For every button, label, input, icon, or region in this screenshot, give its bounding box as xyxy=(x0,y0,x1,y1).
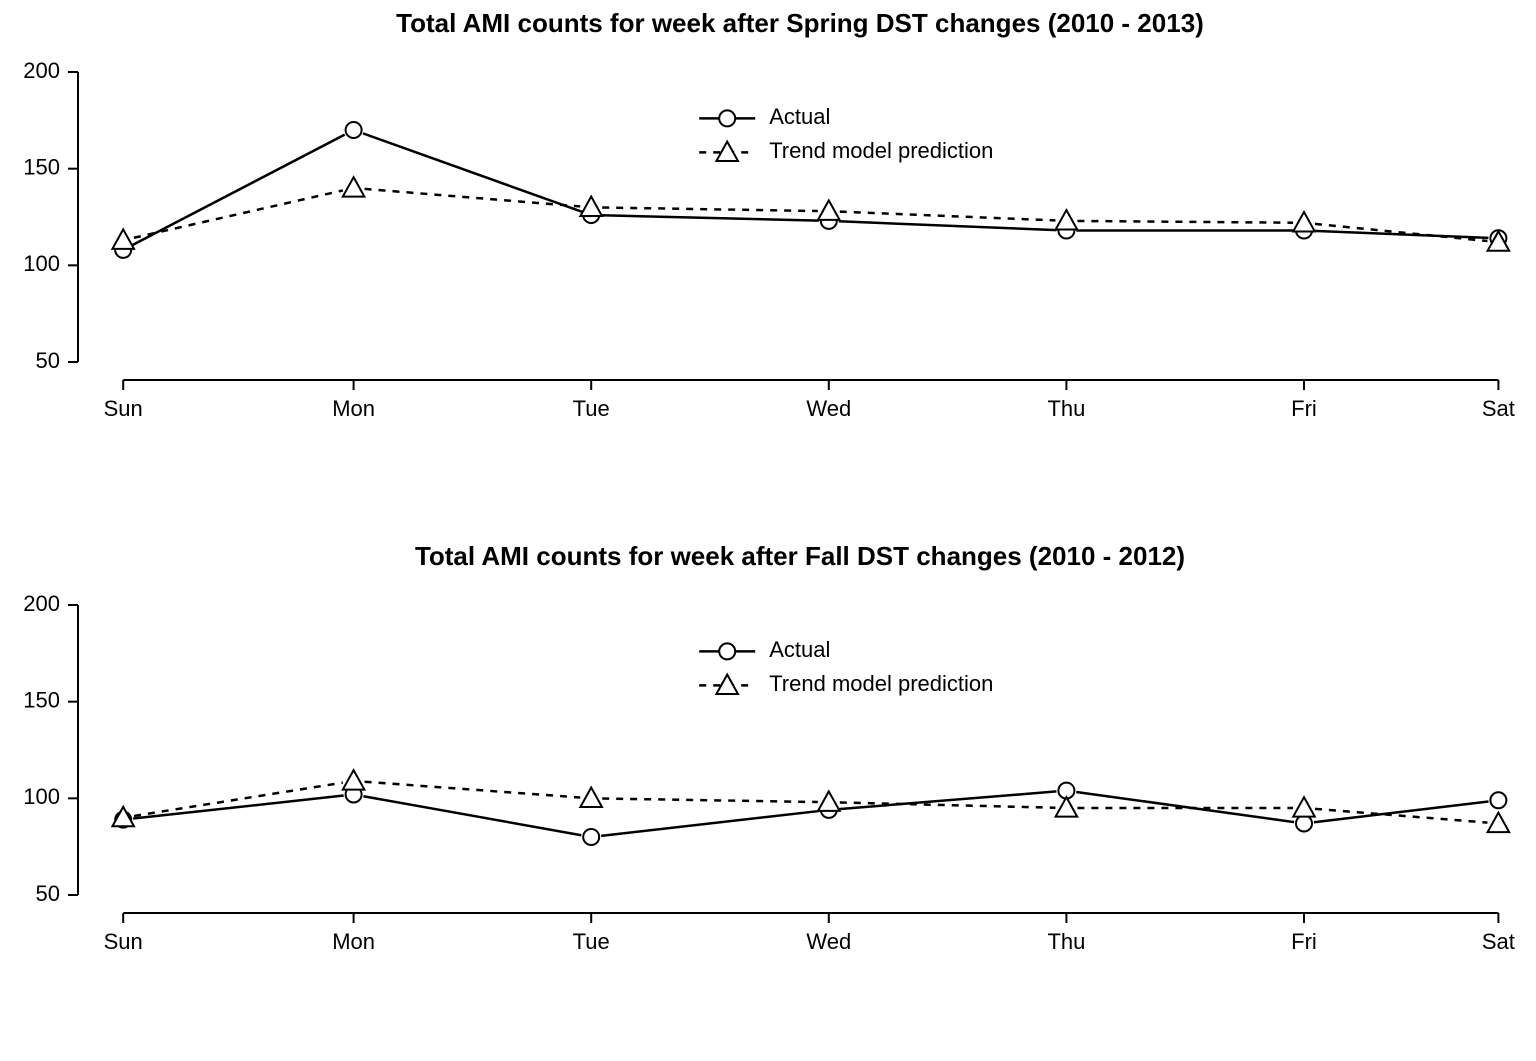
series-1 xyxy=(112,177,1509,251)
panel-0: Total AMI counts for week after Spring D… xyxy=(23,8,1515,421)
series-line xyxy=(365,782,581,798)
series-line xyxy=(840,212,1056,221)
x-tick-label: Fri xyxy=(1291,396,1317,421)
legend-label: Actual xyxy=(769,637,830,662)
x-tick-label: Sat xyxy=(1482,396,1515,421)
series-line xyxy=(1077,221,1293,223)
x-tick-label: Wed xyxy=(806,396,851,421)
panel-1: Total AMI counts for week after Fall DST… xyxy=(23,541,1515,954)
chart-title: Total AMI counts for week after Fall DST… xyxy=(415,541,1185,571)
series-line xyxy=(602,799,818,803)
x-tick-label: Thu xyxy=(1047,396,1085,421)
series-line xyxy=(1314,801,1489,822)
x-tick-label: Sun xyxy=(104,396,143,421)
y-tick-label: 100 xyxy=(23,784,60,809)
series-line xyxy=(363,796,581,835)
y-tick-label: 200 xyxy=(23,58,60,83)
legend-label: Trend model prediction xyxy=(769,138,993,163)
y-tick-label: 100 xyxy=(23,251,60,276)
x-tick-label: Sat xyxy=(1482,929,1515,954)
chart-title: Total AMI counts for week after Spring D… xyxy=(396,8,1204,38)
series-line xyxy=(132,135,345,246)
x-tick-label: Mon xyxy=(332,396,375,421)
y-tick-label: 200 xyxy=(23,591,60,616)
chart-container: Total AMI counts for week after Spring D… xyxy=(0,0,1536,1061)
x-tick-label: Mon xyxy=(332,929,375,954)
series-line xyxy=(839,221,1057,230)
x-tick-label: Sun xyxy=(104,929,143,954)
legend-label: Actual xyxy=(769,104,830,129)
series-line xyxy=(601,215,819,220)
y-tick-label: 50 xyxy=(36,881,60,906)
x-tick-label: Tue xyxy=(573,929,610,954)
x-tick-label: Tue xyxy=(573,396,610,421)
legend-label: Trend model prediction xyxy=(769,671,993,696)
series-line xyxy=(134,190,343,237)
y-tick-label: 150 xyxy=(23,154,60,179)
series-line xyxy=(363,133,582,211)
series-line xyxy=(601,811,819,836)
x-tick-label: Fri xyxy=(1291,929,1317,954)
series-line xyxy=(365,189,581,207)
x-tick-label: Wed xyxy=(806,929,851,954)
y-tick-label: 150 xyxy=(23,687,60,712)
series-line xyxy=(133,796,344,819)
series-line xyxy=(602,208,818,212)
chart-svg: Total AMI counts for week after Spring D… xyxy=(0,0,1536,1061)
x-tick-label: Thu xyxy=(1047,929,1085,954)
y-tick-label: 50 xyxy=(36,348,60,373)
